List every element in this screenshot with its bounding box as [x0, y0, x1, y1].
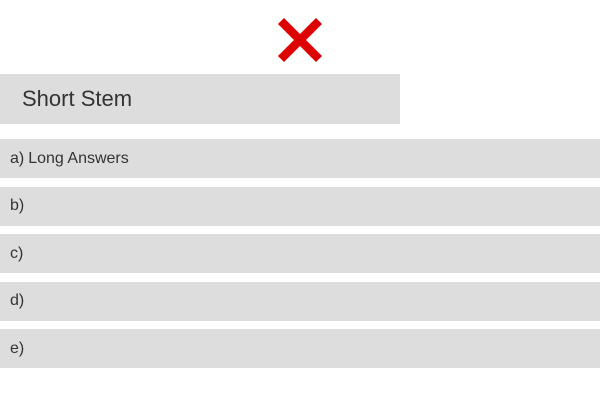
answer-option-e[interactable]: e) [0, 329, 600, 368]
answer-letter: b) [10, 197, 25, 214]
answer-option-a[interactable]: a) Long Answers [0, 139, 600, 178]
answer-letter: a) [10, 149, 25, 167]
answer-option-b[interactable]: b) [0, 186, 600, 226]
question-stem-text: Short Stem [22, 86, 133, 111]
answer-letter: d) [10, 292, 25, 309]
answer-letter: c) [10, 244, 24, 262]
answer-letter: e) [10, 339, 25, 357]
answer-list: a) Long Answers b) c) d) e) [0, 139, 600, 377]
answer-option-c[interactable]: c) [0, 234, 600, 273]
answer-option-d[interactable]: d) [0, 281, 600, 321]
question-stem: Short Stem [0, 74, 400, 124]
answer-text: Long Answers [28, 149, 129, 167]
cross-icon [278, 18, 322, 62]
